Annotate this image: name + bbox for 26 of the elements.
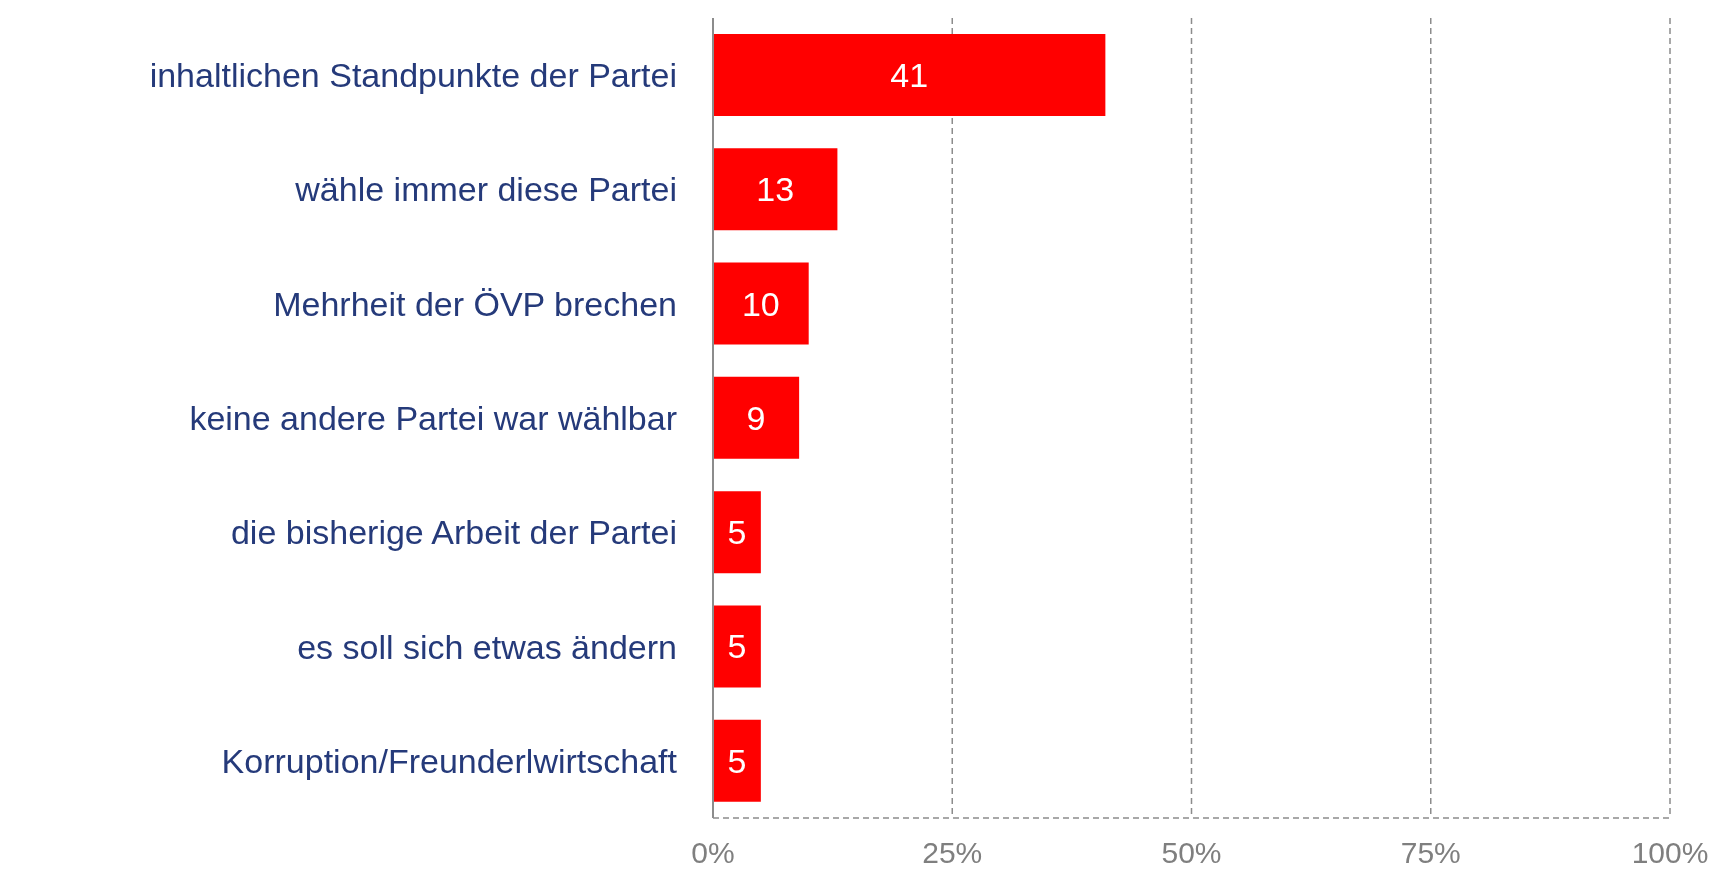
y-tick-label: es soll sich etwas ändern xyxy=(297,627,677,666)
data-label: 5 xyxy=(727,513,747,552)
bar xyxy=(713,605,761,688)
x-tick-label: 100% xyxy=(1631,836,1709,870)
bar xyxy=(713,148,838,231)
y-tick-label: Mehrheit der ÖVP brechen xyxy=(273,284,677,323)
bar xyxy=(713,376,800,459)
bar xyxy=(713,491,761,574)
x-tick-label: 50% xyxy=(1161,836,1222,870)
y-tick-label: inhaltlichen Standpunkte der Partei xyxy=(149,56,677,95)
data-label: 5 xyxy=(727,741,747,780)
bar xyxy=(713,34,1106,116)
y-tick-label: Korruption/Freunderlwirtschaft xyxy=(221,741,678,780)
data-label: 41 xyxy=(890,56,929,95)
data-label: 10 xyxy=(741,284,780,323)
x-tick-label: 0% xyxy=(691,836,735,870)
x-tick-label: 25% xyxy=(922,836,983,870)
y-tick-label: wähle immer diese Partei xyxy=(294,170,677,209)
data-label: 5 xyxy=(727,627,747,666)
x-tick-label: 75% xyxy=(1400,836,1461,870)
y-tick-label: die bisherige Arbeit der Partei xyxy=(230,513,677,552)
data-label: 13 xyxy=(756,170,795,209)
y-tick-label: keine andere Partei war wählbar xyxy=(189,399,677,438)
data-label: 9 xyxy=(746,398,766,437)
bar xyxy=(713,262,809,345)
bar xyxy=(713,719,761,802)
